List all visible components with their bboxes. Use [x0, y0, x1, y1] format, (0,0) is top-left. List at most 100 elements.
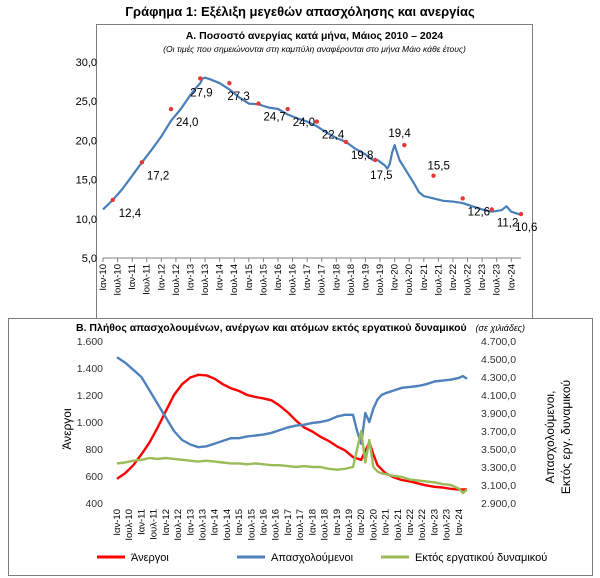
- y-tick-label: 10,0: [76, 214, 97, 226]
- x-tick-label: Ιαν-22: [448, 264, 459, 291]
- x-tick-label: Ιαν-11: [136, 509, 147, 535]
- x-tick-label: Ιουλ-22: [463, 264, 474, 296]
- x-tick-label: Ιαν-23: [477, 264, 488, 291]
- x-tick-label: Ιουλ-19: [344, 509, 355, 541]
- legend-employed-label: Απασχολούμενοι: [271, 552, 354, 564]
- outside-labour-force-line: [116, 429, 468, 495]
- x-tick-label: Ιαν-12: [161, 509, 172, 536]
- chart-b-svg: 400 600 800 1.000 1.200 1.400 1.600 2.900,0 3.10…: [60, 336, 573, 564]
- may-point-marker: [489, 207, 495, 212]
- left-y-tick-label: 1.400: [77, 363, 103, 375]
- legend-outside-labour-force-label: Εκτός εργατικού δυναμικού: [415, 552, 547, 564]
- x-tick-label: Ιαν-14: [210, 509, 221, 536]
- right-y-tick-label: 4.100,0: [481, 390, 516, 402]
- may-point-marker: [139, 160, 145, 165]
- x-tick-label: Ιουλ-14: [222, 509, 233, 541]
- may-value-label: 15,5: [428, 161, 450, 173]
- x-tick-label: Ιαν-16: [273, 264, 284, 291]
- x-tick-label: Ιουλ-19: [375, 264, 386, 296]
- x-tick-label: Ιαν-18: [307, 509, 318, 536]
- may-value-label: 17,2: [147, 170, 169, 182]
- x-tick-label: Ιουλ-22: [417, 509, 428, 541]
- right-y-tick-label: 4.500,0: [481, 354, 516, 366]
- left-y-tick-label: 600: [85, 471, 103, 483]
- chart-panel-b: Β. Πλήθος απασχολουμένων, ανέργων και ατ…: [8, 318, 593, 576]
- right-y-tick-label: 3.500,0: [481, 444, 516, 456]
- may-value-label: 12,6: [468, 206, 490, 218]
- may-point-marker: [227, 80, 232, 86]
- may-value-label: 24,0: [293, 117, 315, 129]
- x-tick-label: Ιαν-10: [98, 264, 109, 291]
- right-y-tick-label: 3.300,0: [481, 462, 516, 474]
- may-value-label: 19,4: [388, 128, 411, 140]
- left-y-tick-label: 1.600: [77, 336, 103, 348]
- may-value-label: 19,8: [351, 150, 373, 162]
- left-y-tick-label: 1.200: [77, 390, 103, 402]
- right-y-tick-label: 2.900,0: [481, 498, 516, 510]
- chart-a-title: Α. Ποσοστό ανεργίας κατά μήνα, Μάιος 201…: [185, 30, 444, 42]
- may-point-marker: [168, 106, 174, 112]
- x-tick-label: Ιαν-20: [356, 509, 367, 536]
- employed-line: [116, 356, 468, 449]
- x-tick-label: Ιουλ-20: [404, 264, 415, 296]
- x-tick-label: Ιουλ-17: [295, 509, 306, 541]
- x-tick-label: Ιουλ-14: [229, 264, 240, 296]
- x-tick-label: Ιουλ-21: [393, 509, 404, 541]
- y-tick-label: 15,0: [76, 175, 97, 187]
- x-tick-label: Ιουλ-12: [173, 509, 184, 541]
- may-point-marker: [285, 106, 290, 112]
- left-y-tick-label: 1.000: [77, 417, 103, 429]
- right-y-tick-label: 3.700,0: [481, 426, 516, 438]
- x-tick-label: Ιουλ-23: [492, 264, 503, 296]
- x-tick-label: Ιαν-22: [405, 509, 416, 536]
- may-value-label: 24,0: [176, 117, 198, 129]
- right-y-tick-label: 3.100,0: [481, 480, 516, 492]
- x-tick-label: Ιουλ-20: [368, 509, 379, 541]
- may-value-label: 17,5: [370, 170, 392, 182]
- x-tick-label: Ιαν-12: [156, 264, 167, 291]
- unemployment-rate-line: [102, 76, 521, 216]
- x-tick-label: Ιαν-13: [185, 509, 196, 536]
- unemployed-line: [116, 373, 467, 491]
- x-tick-label: Ιαν-15: [244, 264, 255, 291]
- x-tick-label: Ιαν-13: [185, 264, 196, 291]
- may-point-marker: [110, 197, 115, 203]
- y-tick-label: 20,0: [76, 135, 97, 147]
- x-tick-label: Ιαν-10: [112, 509, 123, 536]
- may-value-label: 22,4: [322, 130, 345, 142]
- left-y-tick-label: 400: [85, 498, 103, 510]
- may-point-marker: [256, 101, 261, 106]
- figure-title: Γράφημα 1: Εξέλιξη μεγεθών απασχόλησης κ…: [125, 4, 475, 19]
- may-point-marker: [460, 196, 465, 201]
- y-tick-label: 25,0: [76, 96, 97, 108]
- x-tick-label: Ιαν-16: [259, 509, 270, 536]
- may-value-label: 24,7: [264, 112, 286, 124]
- x-tick-label: Ιουλ-23: [442, 509, 453, 541]
- may-value-label: 12,4: [119, 208, 142, 220]
- x-tick-label: Ιουλ-15: [258, 264, 269, 296]
- x-tick-label: Ιαν-11: [127, 264, 138, 290]
- chart-b-title-row: Β. Πλήθος απασχολουμένων, ανέργων και ατ…: [9, 322, 592, 334]
- may-point-marker: [431, 173, 436, 178]
- x-tick-label: Ιαν-21: [419, 264, 430, 291]
- x-tick-label: Ιουλ-16: [288, 264, 299, 296]
- x-tick-label: Ιουλ-13: [200, 264, 211, 296]
- x-tick-label: Ιαν-17: [302, 264, 313, 291]
- x-tick-label: Ιαν-23: [429, 509, 440, 536]
- x-tick-label: Ιαν-19: [332, 509, 343, 536]
- may-point-marker: [372, 157, 378, 163]
- x-tick-label: Ιουλ-11: [142, 264, 153, 295]
- may-value-label: 11,2: [497, 217, 519, 229]
- x-tick-label: Ιαν-20: [390, 264, 401, 291]
- may-value-label: 27,9: [190, 87, 212, 99]
- may-value-label: 10,6: [515, 222, 537, 234]
- may-point-marker: [402, 142, 407, 148]
- left-y-tick-label: 800: [85, 444, 103, 456]
- y-tick-label: 30,0: [76, 57, 97, 69]
- x-tick-label: Ιουλ-18: [320, 509, 331, 541]
- right-y-tick-label: 4.300,0: [481, 372, 516, 384]
- y-tick-label: 5,0: [82, 253, 97, 265]
- x-tick-label: Ιαν-14: [215, 264, 226, 291]
- x-tick-label: Ιαν-17: [283, 509, 294, 536]
